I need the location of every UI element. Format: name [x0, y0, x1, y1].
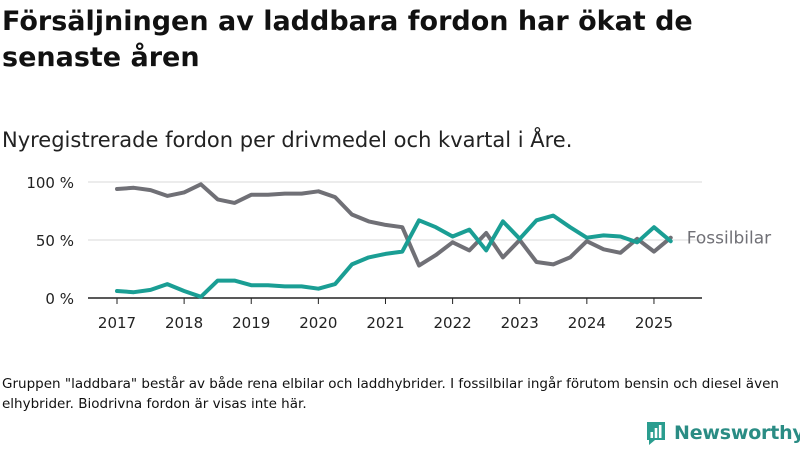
- line-chart: 0 % 50 % 100 % 2017 2018 2019 2020 2021 2022 202…: [26, 174, 771, 332]
- series-lines: [115, 182, 673, 299]
- x-tick-label: 2022: [434, 314, 472, 332]
- y-axis-ticks: 0 % 50 % 100 %: [26, 174, 74, 308]
- chart-title: Försäljningen av laddbara fordon har öka…: [2, 6, 693, 73]
- series-labels: Fossilbilar: [687, 229, 771, 249]
- x-tick-label: 2019: [232, 314, 270, 332]
- x-tick-label: 2020: [299, 314, 337, 332]
- gridlines: [88, 181, 702, 299]
- series-line-2: [115, 213, 673, 299]
- brand-name: Newsworthy: [674, 422, 800, 444]
- x-tick-label: 2025: [635, 314, 673, 332]
- newsworthy-logo-icon: [647, 422, 665, 445]
- x-tick-label: 2024: [568, 314, 606, 332]
- series-end-label: Fossilbilar: [687, 229, 771, 249]
- newsworthy-logo: Newsworthy: [644, 419, 800, 447]
- x-axis-ticks: 2017 2018 2019 2020 2021 2022 2023 2024 2025: [98, 298, 673, 332]
- series-line-1: [115, 182, 673, 268]
- x-tick-label: 2017: [98, 314, 136, 332]
- x-tick-label: 2018: [165, 314, 203, 332]
- chart-subtitle: Nyregistrerade fordon per drivmedel och …: [2, 128, 573, 152]
- x-tick-label: 2021: [366, 314, 404, 332]
- y-tick-label: 50 %: [36, 232, 74, 250]
- y-tick-label: 100 %: [26, 174, 74, 192]
- y-tick-label: 0 %: [45, 290, 74, 308]
- x-tick-label: 2023: [501, 314, 539, 332]
- footnote: Gruppen "laddbara" består av både rena e…: [2, 376, 779, 412]
